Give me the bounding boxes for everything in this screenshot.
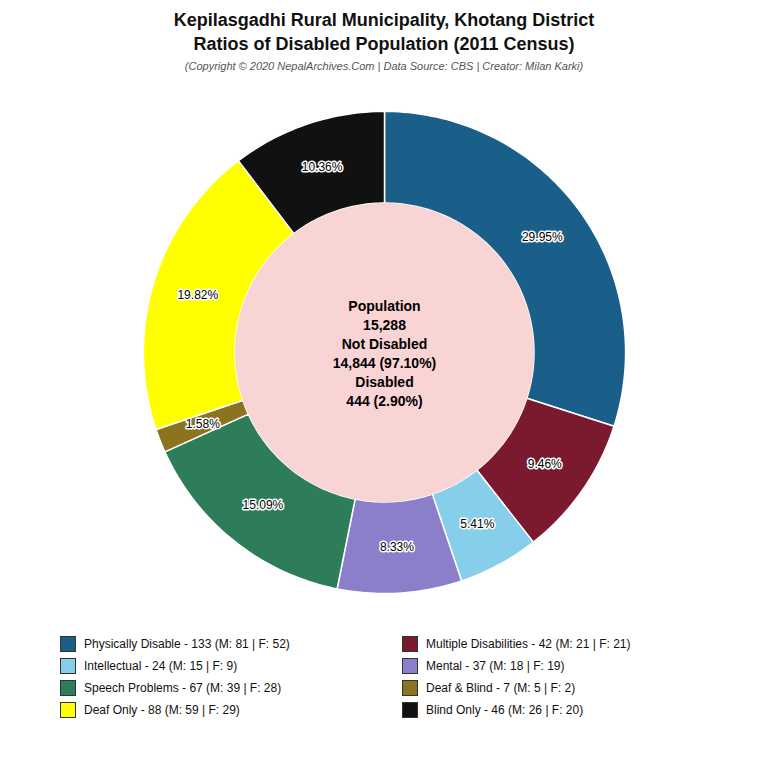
html-text:Deaf Only - 88 (M: 59 | F: 29): Deaf Only - 88 (M: 59 | F: 29) (84, 703, 240, 717)
html-text:Speech Problems - 67 (M: 39 |: Speech Problems - 67 (M: 39 | F: 28) (84, 681, 282, 695)
html-text:Physically Disable - 133 (M: 8: Physically Disable - 133 (M: 81 | F: 52) (84, 637, 290, 651)
html-text:Blind Only - 46 (M: 26 | F: 20: Blind Only - 46 (M: 26 | F: 20) (426, 703, 584, 717)
svg-text:8.33%: 8.33% (380, 540, 414, 554)
svg-text:1.58%: 1.58% (186, 417, 220, 431)
html-text:Intellectual - 24 (M: 15 | F:: Intellectual - 24 (M: 15 | F: 9) (84, 659, 238, 673)
svg-text:15.09%: 15.09% (243, 498, 284, 512)
svg-text:10.36%: 10.36% (302, 160, 343, 174)
html-text:Kepilasgadhi Rural Municipalit: Kepilasgadhi Rural Municipality, Khotang… (173, 10, 595, 30)
svg-text:9.46%: 9.46% (528, 457, 562, 471)
html-text:Ratios of Disabled Population: Ratios of Disabled Population (2011 Cens… (193, 34, 575, 54)
svg-text:Population15,288Not Disabled14: Population15,288Not Disabled14,844 (97.1… (333, 298, 437, 409)
svg-text:5.41%: 5.41% (460, 517, 494, 531)
html-text:(Copyright © 2020 NepalArchive: (Copyright © 2020 NepalArchives.Com | Da… (184, 60, 584, 72)
svg-text:29.95%: 29.95% (522, 230, 563, 244)
html-text:Multiple Disabilities - 42 (M:: Multiple Disabilities - 42 (M: 21 | F: 2… (426, 637, 631, 651)
html-text:Mental - 37 (M: 18 | F: 19): Mental - 37 (M: 18 | F: 19) (426, 659, 565, 673)
svg-text:19.82%: 19.82% (177, 288, 218, 302)
html-text:Deaf & Blind - 7 (M: 5 | F: 2): Deaf & Blind - 7 (M: 5 | F: 2) (426, 681, 576, 695)
